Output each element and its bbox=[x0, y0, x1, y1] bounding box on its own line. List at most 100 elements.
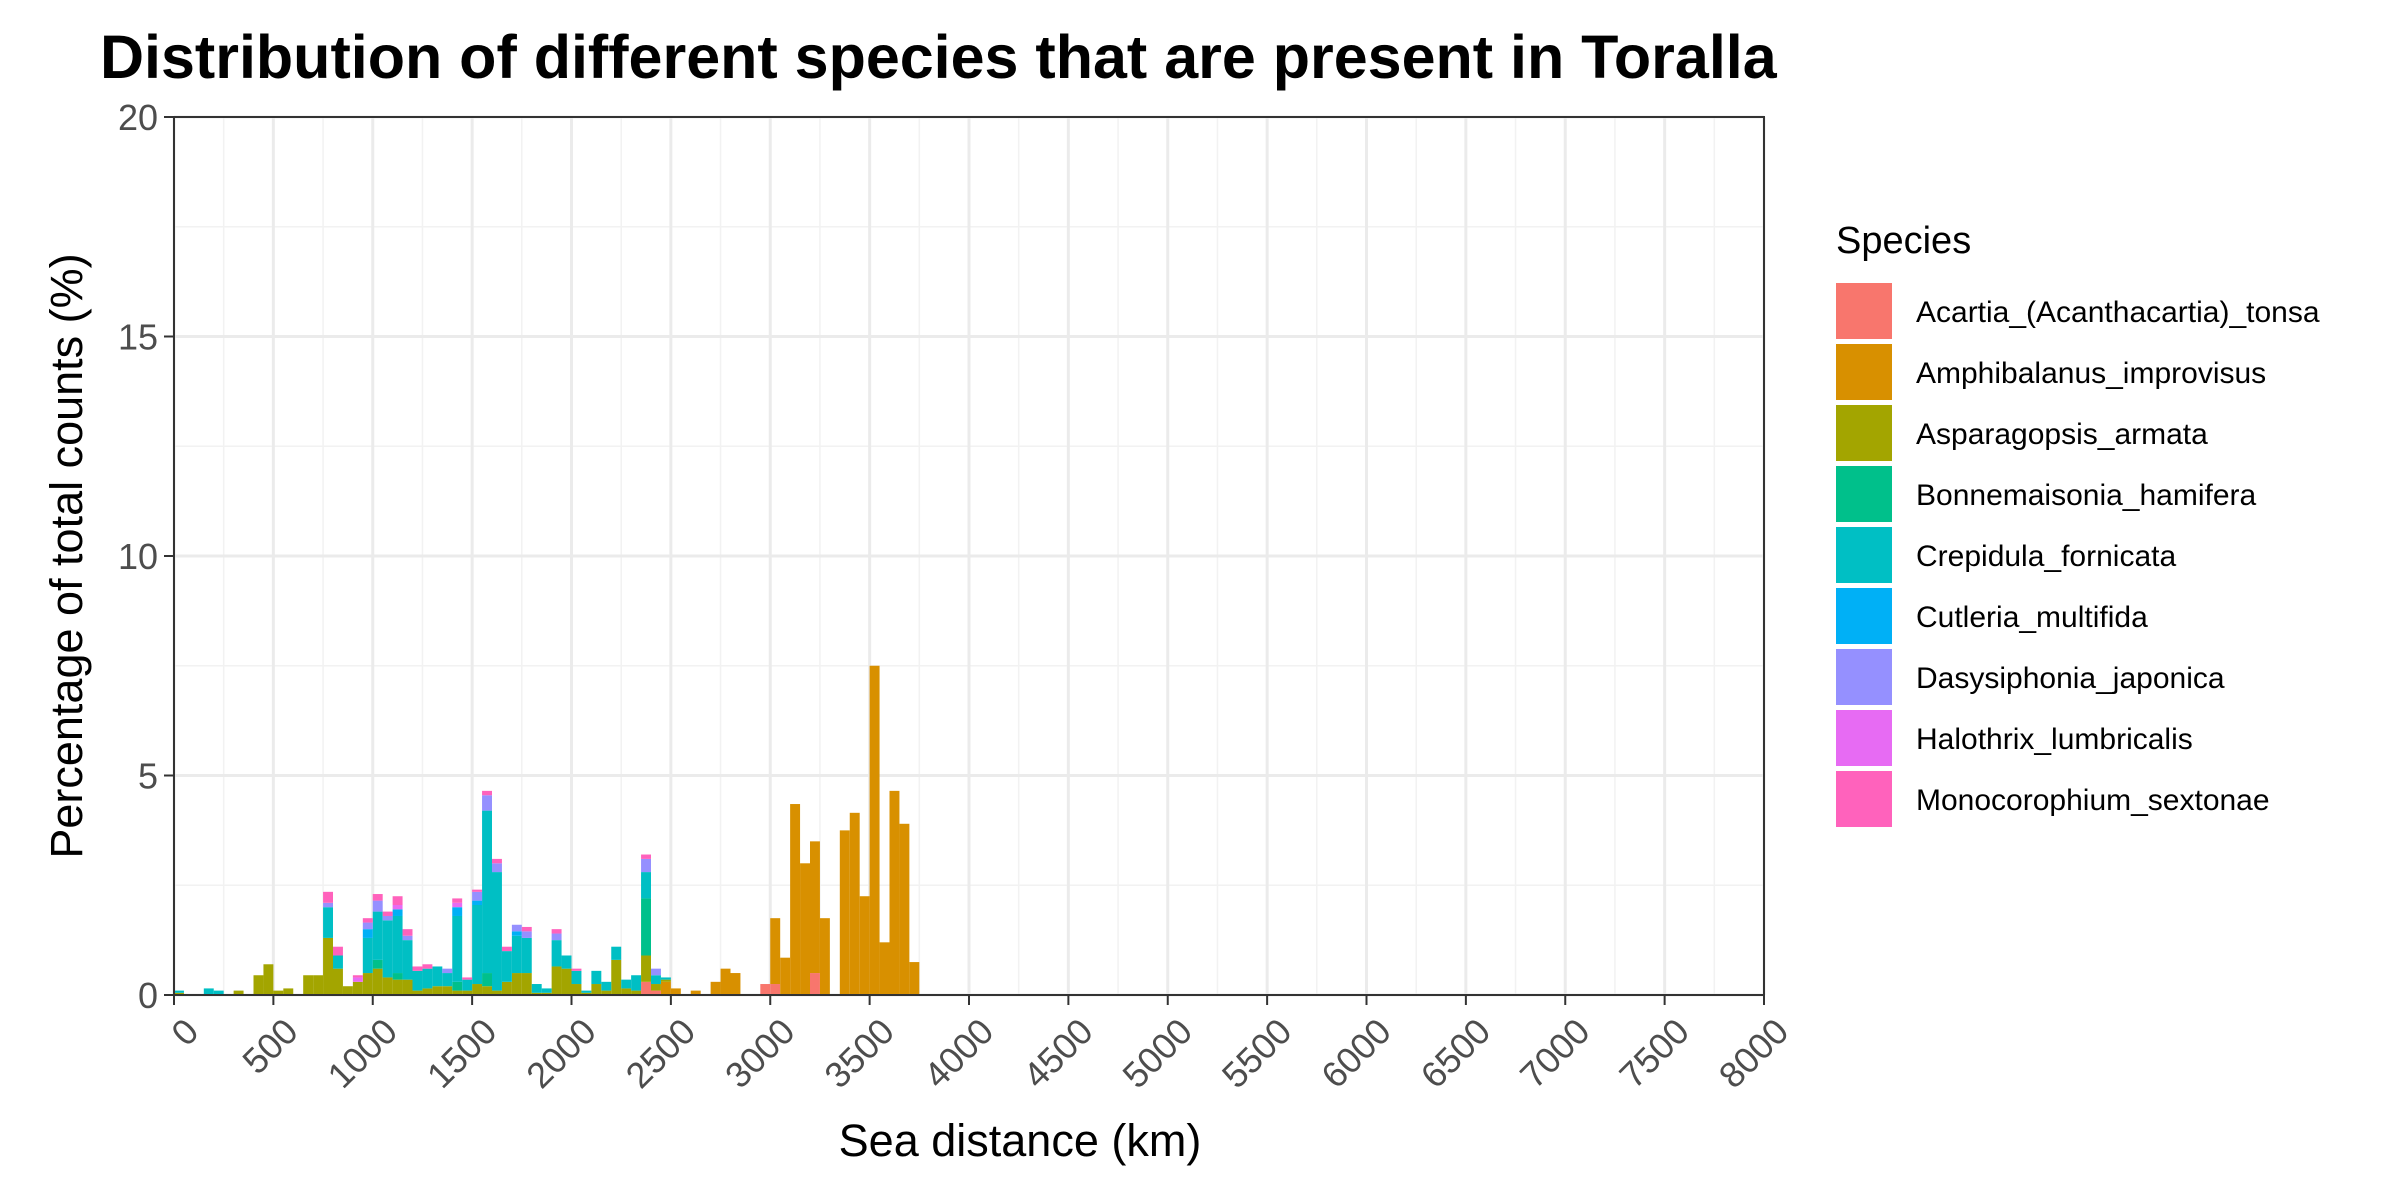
bar-segment bbox=[452, 902, 463, 908]
bar-segment bbox=[571, 970, 582, 985]
bar-segment bbox=[501, 946, 512, 952]
legend-label: Crepidula_fornicata bbox=[1916, 540, 2176, 573]
bar-segment bbox=[482, 795, 492, 811]
bar-segment bbox=[501, 951, 512, 982]
bar-segment bbox=[511, 924, 522, 932]
legend-swatch bbox=[1836, 466, 1892, 522]
legend-title: Species bbox=[1836, 220, 1971, 262]
bar-segment bbox=[323, 902, 333, 908]
bar-segment bbox=[621, 988, 632, 995]
bar-segment bbox=[521, 973, 532, 995]
bar-segment bbox=[372, 968, 383, 995]
bar-segment bbox=[690, 990, 701, 995]
bar-segment bbox=[323, 907, 333, 938]
bar-segment bbox=[382, 977, 393, 995]
legend-label: Amphibalanus_improvisus bbox=[1916, 357, 2266, 390]
bar-segment bbox=[511, 931, 522, 936]
bar-segment bbox=[660, 977, 671, 980]
bar-segment bbox=[482, 986, 492, 995]
bar-segment bbox=[551, 929, 562, 934]
bar-segment bbox=[879, 942, 890, 995]
bar-segment bbox=[392, 905, 403, 910]
bar-segment bbox=[273, 990, 284, 995]
legend-label: Bonnemaisonia_hamifera bbox=[1916, 479, 2257, 512]
bar-segment bbox=[641, 898, 651, 956]
bar-segment bbox=[780, 957, 791, 995]
bar-segment bbox=[492, 990, 502, 995]
bar-segment bbox=[432, 966, 443, 987]
bar-segment bbox=[571, 984, 582, 995]
bar-segment bbox=[899, 823, 910, 995]
bar-segment bbox=[333, 946, 343, 956]
bar-segment bbox=[601, 981, 612, 991]
bar-segment bbox=[233, 990, 244, 995]
bar-segment bbox=[641, 981, 651, 995]
bar-segment bbox=[452, 907, 463, 916]
bar-segment bbox=[581, 990, 592, 993]
legend-label: Dasysiphonia_japonica bbox=[1916, 662, 2225, 695]
bar-segment bbox=[631, 990, 642, 995]
bar-segment bbox=[621, 979, 632, 989]
bar-segment bbox=[382, 920, 393, 978]
bar-segment bbox=[521, 931, 532, 938]
y-tick-label: 0 bbox=[138, 975, 158, 1016]
bar-segment bbox=[382, 911, 393, 916]
legend-swatch bbox=[1836, 344, 1892, 400]
legend-label: Cutleria_multifida bbox=[1916, 601, 2148, 634]
bar-segment bbox=[670, 988, 681, 995]
bar-segment bbox=[641, 854, 651, 859]
legend-label: Monocorophium_sextonae bbox=[1916, 784, 2270, 817]
bar-segment bbox=[422, 988, 433, 995]
bar-segment bbox=[869, 665, 880, 995]
y-tick-label: 5 bbox=[138, 756, 158, 797]
bar-segment bbox=[660, 979, 671, 982]
bar-segment bbox=[402, 940, 413, 980]
bar-segment bbox=[213, 990, 224, 995]
bar-segment bbox=[362, 918, 373, 923]
legend-label: Halothrix_lumbricalis bbox=[1916, 723, 2193, 756]
bar-segment bbox=[641, 955, 651, 982]
legend-swatch bbox=[1836, 771, 1892, 827]
bar-segment bbox=[352, 975, 363, 978]
bar-segment bbox=[402, 935, 413, 941]
bar-segment bbox=[323, 937, 333, 995]
bar-segment bbox=[581, 992, 592, 995]
bar-segment bbox=[362, 973, 373, 995]
bar-segment bbox=[492, 858, 502, 864]
bar-segment bbox=[382, 915, 393, 921]
bar-segment bbox=[392, 896, 403, 906]
bar-segment bbox=[303, 975, 314, 995]
bar-segment bbox=[651, 990, 661, 995]
bar-segment bbox=[531, 984, 542, 993]
legend: Species Acartia_(Acanthacartia)_tonsa Amp… bbox=[1836, 220, 2320, 827]
legend-swatch bbox=[1836, 588, 1892, 644]
bar-segment bbox=[283, 988, 294, 995]
bar-segment bbox=[452, 981, 463, 991]
bar-segment bbox=[402, 929, 413, 936]
bar-segment bbox=[362, 929, 373, 938]
bar-segment bbox=[442, 968, 453, 974]
bar-segment bbox=[551, 966, 562, 995]
bar-segment bbox=[859, 896, 870, 995]
bar-segment bbox=[710, 981, 721, 995]
bar-segment bbox=[611, 946, 622, 960]
bar-segment bbox=[462, 977, 473, 980]
bar-segment bbox=[810, 841, 820, 974]
bar-segment bbox=[591, 984, 602, 995]
bar-segment bbox=[452, 898, 463, 903]
bar-segment bbox=[362, 922, 373, 930]
bar-segment bbox=[849, 812, 860, 995]
chart-title: Distribution of different species that a… bbox=[100, 23, 1778, 91]
bar-segment bbox=[372, 900, 383, 912]
bar-segment bbox=[651, 968, 661, 976]
bar-segment bbox=[561, 955, 572, 969]
bar-segment bbox=[472, 905, 483, 985]
bar-segment bbox=[521, 937, 532, 974]
bar-segment bbox=[323, 891, 333, 903]
bar-segment bbox=[472, 889, 483, 892]
bar-segment bbox=[452, 990, 463, 995]
bar-segment bbox=[511, 973, 522, 995]
bar-segment bbox=[342, 986, 353, 995]
bar-segment bbox=[641, 858, 651, 873]
